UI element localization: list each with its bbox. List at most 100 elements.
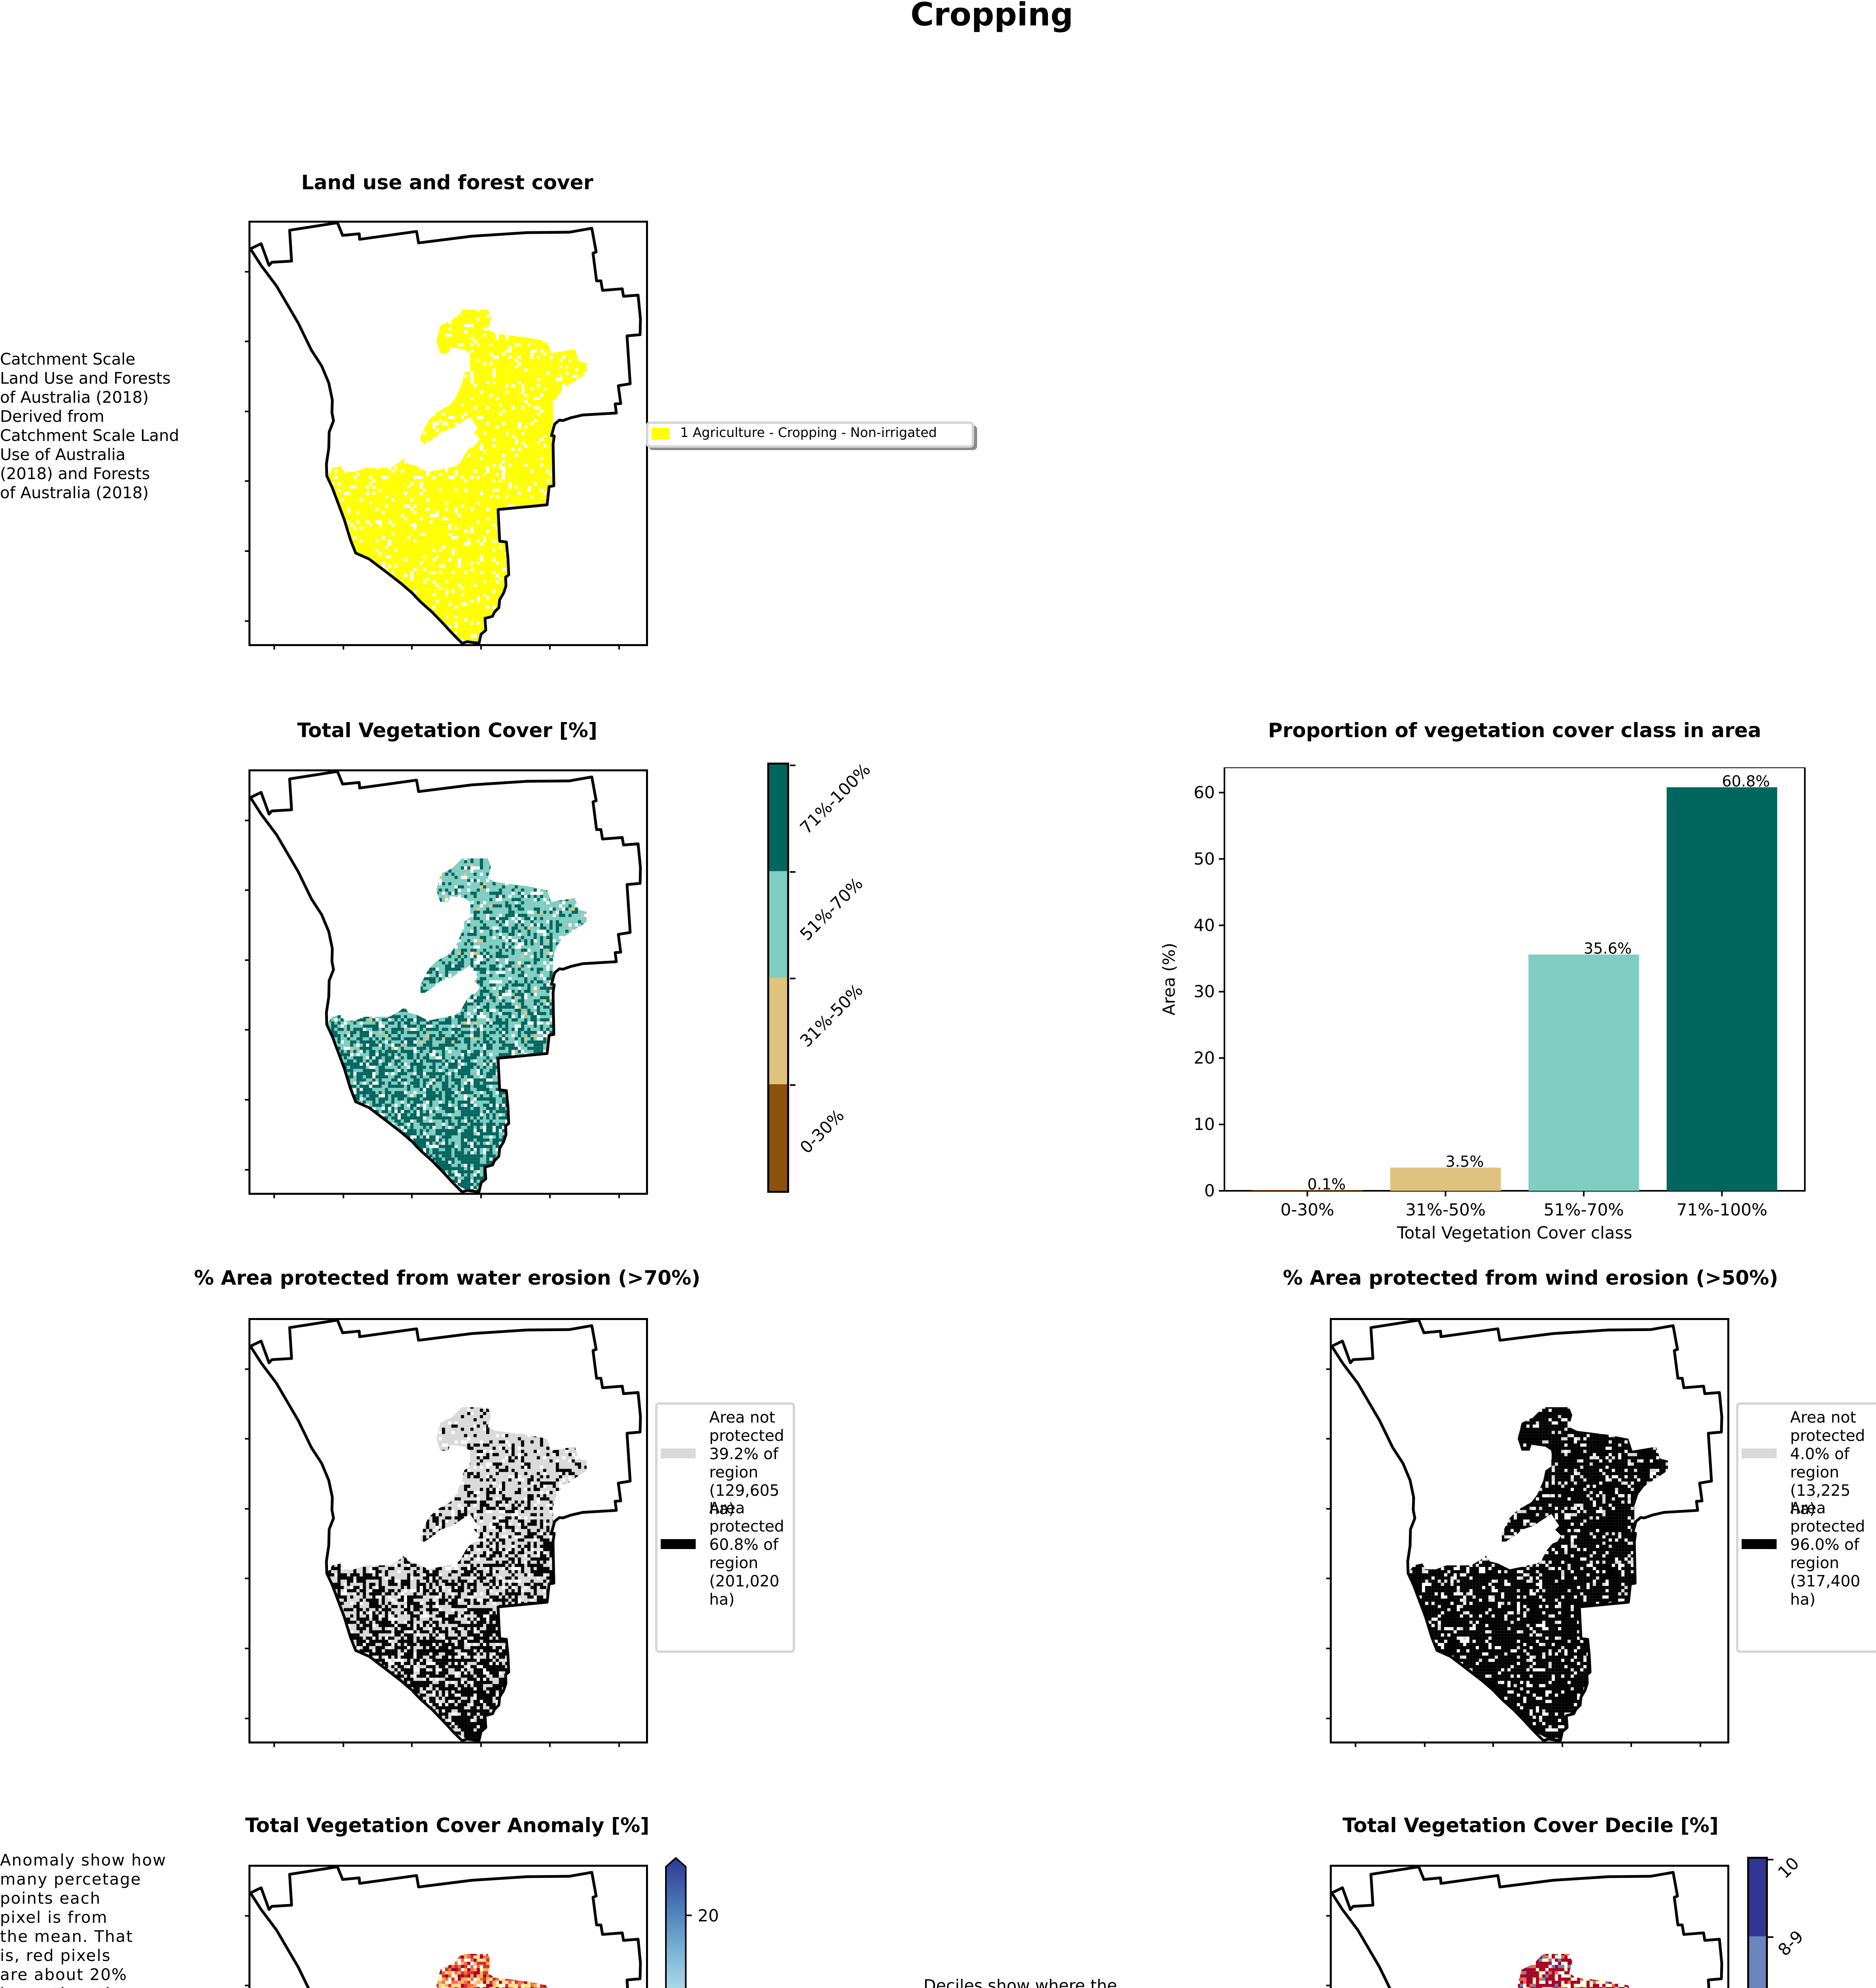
bar-chart: 0.1% 0-30% 3.5% 31%-50% 35.6% 51%-70% 60.8% 71%…	[1159, 767, 1806, 1242]
legend-swatch-not-protected	[661, 1448, 696, 1458]
colorbar-segment	[769, 1084, 787, 1191]
catchment-boundary	[249, 1318, 642, 1742]
catchment-boundary	[249, 770, 642, 1194]
axis-ticks	[245, 1915, 250, 1986]
y-axis-label: Area (%)	[1159, 943, 1179, 1015]
bar-data-label: 60.8%	[1722, 773, 1770, 790]
catchment-boundary	[249, 1865, 642, 1988]
axis-ticks	[245, 1368, 620, 1747]
axis-ticks	[1326, 1368, 1701, 1747]
decile-map	[1326, 1865, 1729, 1988]
y-tick-label: 20	[1194, 1048, 1215, 1068]
x-tick-label: 51%-70%	[1544, 1200, 1624, 1219]
wind-raster	[1408, 1407, 1668, 1740]
axes-frame	[1224, 767, 1806, 1192]
anomaly-raster	[327, 1954, 587, 1988]
axis-ticks	[245, 271, 620, 650]
y-tick-label: 0	[1204, 1181, 1215, 1200]
anomaly-colorbar-gradient	[665, 1857, 687, 1988]
y-tick-label: 60	[1194, 782, 1215, 802]
legend-swatch-protected	[1742, 1539, 1777, 1549]
landuse-map-canvas	[245, 221, 642, 650]
colorbar-tick	[790, 1084, 795, 1086]
land-use-legend: 1 Agriculture - Cropping - Non-irrigated	[646, 421, 974, 448]
water-raster	[327, 1407, 587, 1740]
y-tick-label: 30	[1194, 982, 1215, 1001]
anomaly-map-canvas	[245, 1865, 642, 1988]
bar-data-label: 35.6%	[1584, 940, 1632, 957]
land-use-map	[245, 221, 648, 650]
water-erosion-legend: Area not protected 39.2% of region (129,…	[655, 1402, 795, 1653]
colorbar-segment	[769, 765, 787, 871]
bar	[1528, 954, 1639, 1191]
legend-label-not-protected: Area not protected 39.2% of region (129,…	[709, 1409, 784, 1518]
wind-erosion-title: % Area protected from wind erosion (>50%…	[1232, 1266, 1829, 1289]
landuse-raster	[327, 310, 587, 643]
page-title: Cropping	[0, 0, 1876, 33]
legend-swatch	[652, 428, 669, 440]
axis-ticks	[245, 819, 620, 1198]
colorbar-tick	[790, 978, 795, 979]
decile-title: Total Vegetation Cover Decile [%]	[1272, 1814, 1789, 1837]
colorbar-tick-label: 10	[698, 1987, 719, 1988]
x-tick-label: 71%-100%	[1676, 1200, 1767, 1219]
decile-colorbar	[1747, 1857, 1773, 1988]
x-tick-label: 31%-50%	[1405, 1200, 1486, 1219]
x-axis-label: Total Vegetation Cover class	[1397, 1223, 1632, 1242]
catchment-boundary	[249, 221, 642, 645]
wind-map-canvas	[1326, 1318, 1723, 1747]
water-erosion-map	[245, 1318, 648, 1747]
colorbar-tick	[790, 765, 795, 766]
legend-label-protected: Area protected 96.0% of region (317,400 …	[1790, 1499, 1865, 1609]
colorbar-label: 51%-70%	[796, 874, 867, 944]
colorbar-tick-label: 20	[698, 1906, 719, 1925]
veg-raster	[327, 858, 587, 1192]
anomaly-map	[245, 1865, 648, 1988]
decile-raster	[1408, 1954, 1668, 1988]
legend-label: 1 Agriculture - Cropping - Non-irrigated	[680, 425, 937, 440]
decile-note: Deciles show where the pixel value lies …	[923, 1976, 1146, 1988]
y-tick-label: 10	[1194, 1114, 1215, 1134]
colorbar-label: 31%-50%	[796, 980, 867, 1051]
colorbar-label: 8-9	[1774, 1927, 1807, 1960]
veg-cover-map	[245, 769, 648, 1198]
bar	[1666, 787, 1777, 1191]
colorbar-tick	[790, 871, 795, 873]
colorbar-tick	[1768, 1859, 1773, 1860]
wind-erosion-legend: Area not protected 4.0% of region (13,22…	[1736, 1402, 1876, 1653]
legend-label-not-protected: Area not protected 4.0% of region (13,22…	[1790, 1409, 1865, 1518]
colorbar-segment	[769, 871, 787, 978]
y-tick-label: 40	[1194, 915, 1215, 935]
colorbar-label: 71%-100%	[796, 760, 874, 838]
legend-swatch-protected	[661, 1539, 696, 1549]
water-erosion-title: % Area protected from water erosion (>70…	[159, 1266, 735, 1289]
veg-map-canvas	[245, 770, 642, 1198]
legend-label-protected: Area protected 60.8% of region (201,020 …	[709, 1499, 784, 1609]
bar	[1252, 1190, 1363, 1191]
axis-ticks	[1326, 1915, 1332, 1986]
decile-map-canvas	[1326, 1865, 1723, 1988]
y-tick-label: 50	[1194, 849, 1215, 868]
anomaly-colorbar: 20100−10−20	[665, 1857, 719, 1988]
veg-cover-title: Total Vegetation Cover [%]	[248, 719, 646, 742]
colorbar-label: 0-30%	[796, 1106, 848, 1157]
land-use-title: Land use and forest cover	[248, 171, 646, 194]
water-map-canvas	[245, 1318, 642, 1747]
catchment-boundary	[1330, 1865, 1723, 1988]
anomaly-title: Total Vegetation Cover Anomaly [%]	[199, 1814, 696, 1837]
legend-swatch-not-protected	[1742, 1448, 1777, 1458]
wind-erosion-map	[1326, 1318, 1729, 1747]
land-use-note: Catchment Scale Land Use and Forests of …	[0, 350, 191, 503]
catchment-boundary	[1330, 1318, 1723, 1742]
colorbar-segment	[769, 978, 787, 1084]
bar-data-label: 0.1%	[1308, 1175, 1346, 1193]
x-tick-label: 0-30%	[1280, 1200, 1334, 1219]
bar-chart-title: Proportion of vegetation cover class in …	[1224, 719, 1805, 742]
colorbar-segment	[1749, 1859, 1766, 1937]
bar	[1390, 1167, 1501, 1191]
colorbar-tick	[1768, 1936, 1773, 1938]
colorbar-segment	[1749, 1936, 1766, 1988]
anomaly-note: Anomaly show how many percetage points e…	[0, 1851, 199, 1988]
bar-data-label: 3.5%	[1445, 1153, 1484, 1171]
veg-cover-colorbar	[767, 763, 795, 1193]
